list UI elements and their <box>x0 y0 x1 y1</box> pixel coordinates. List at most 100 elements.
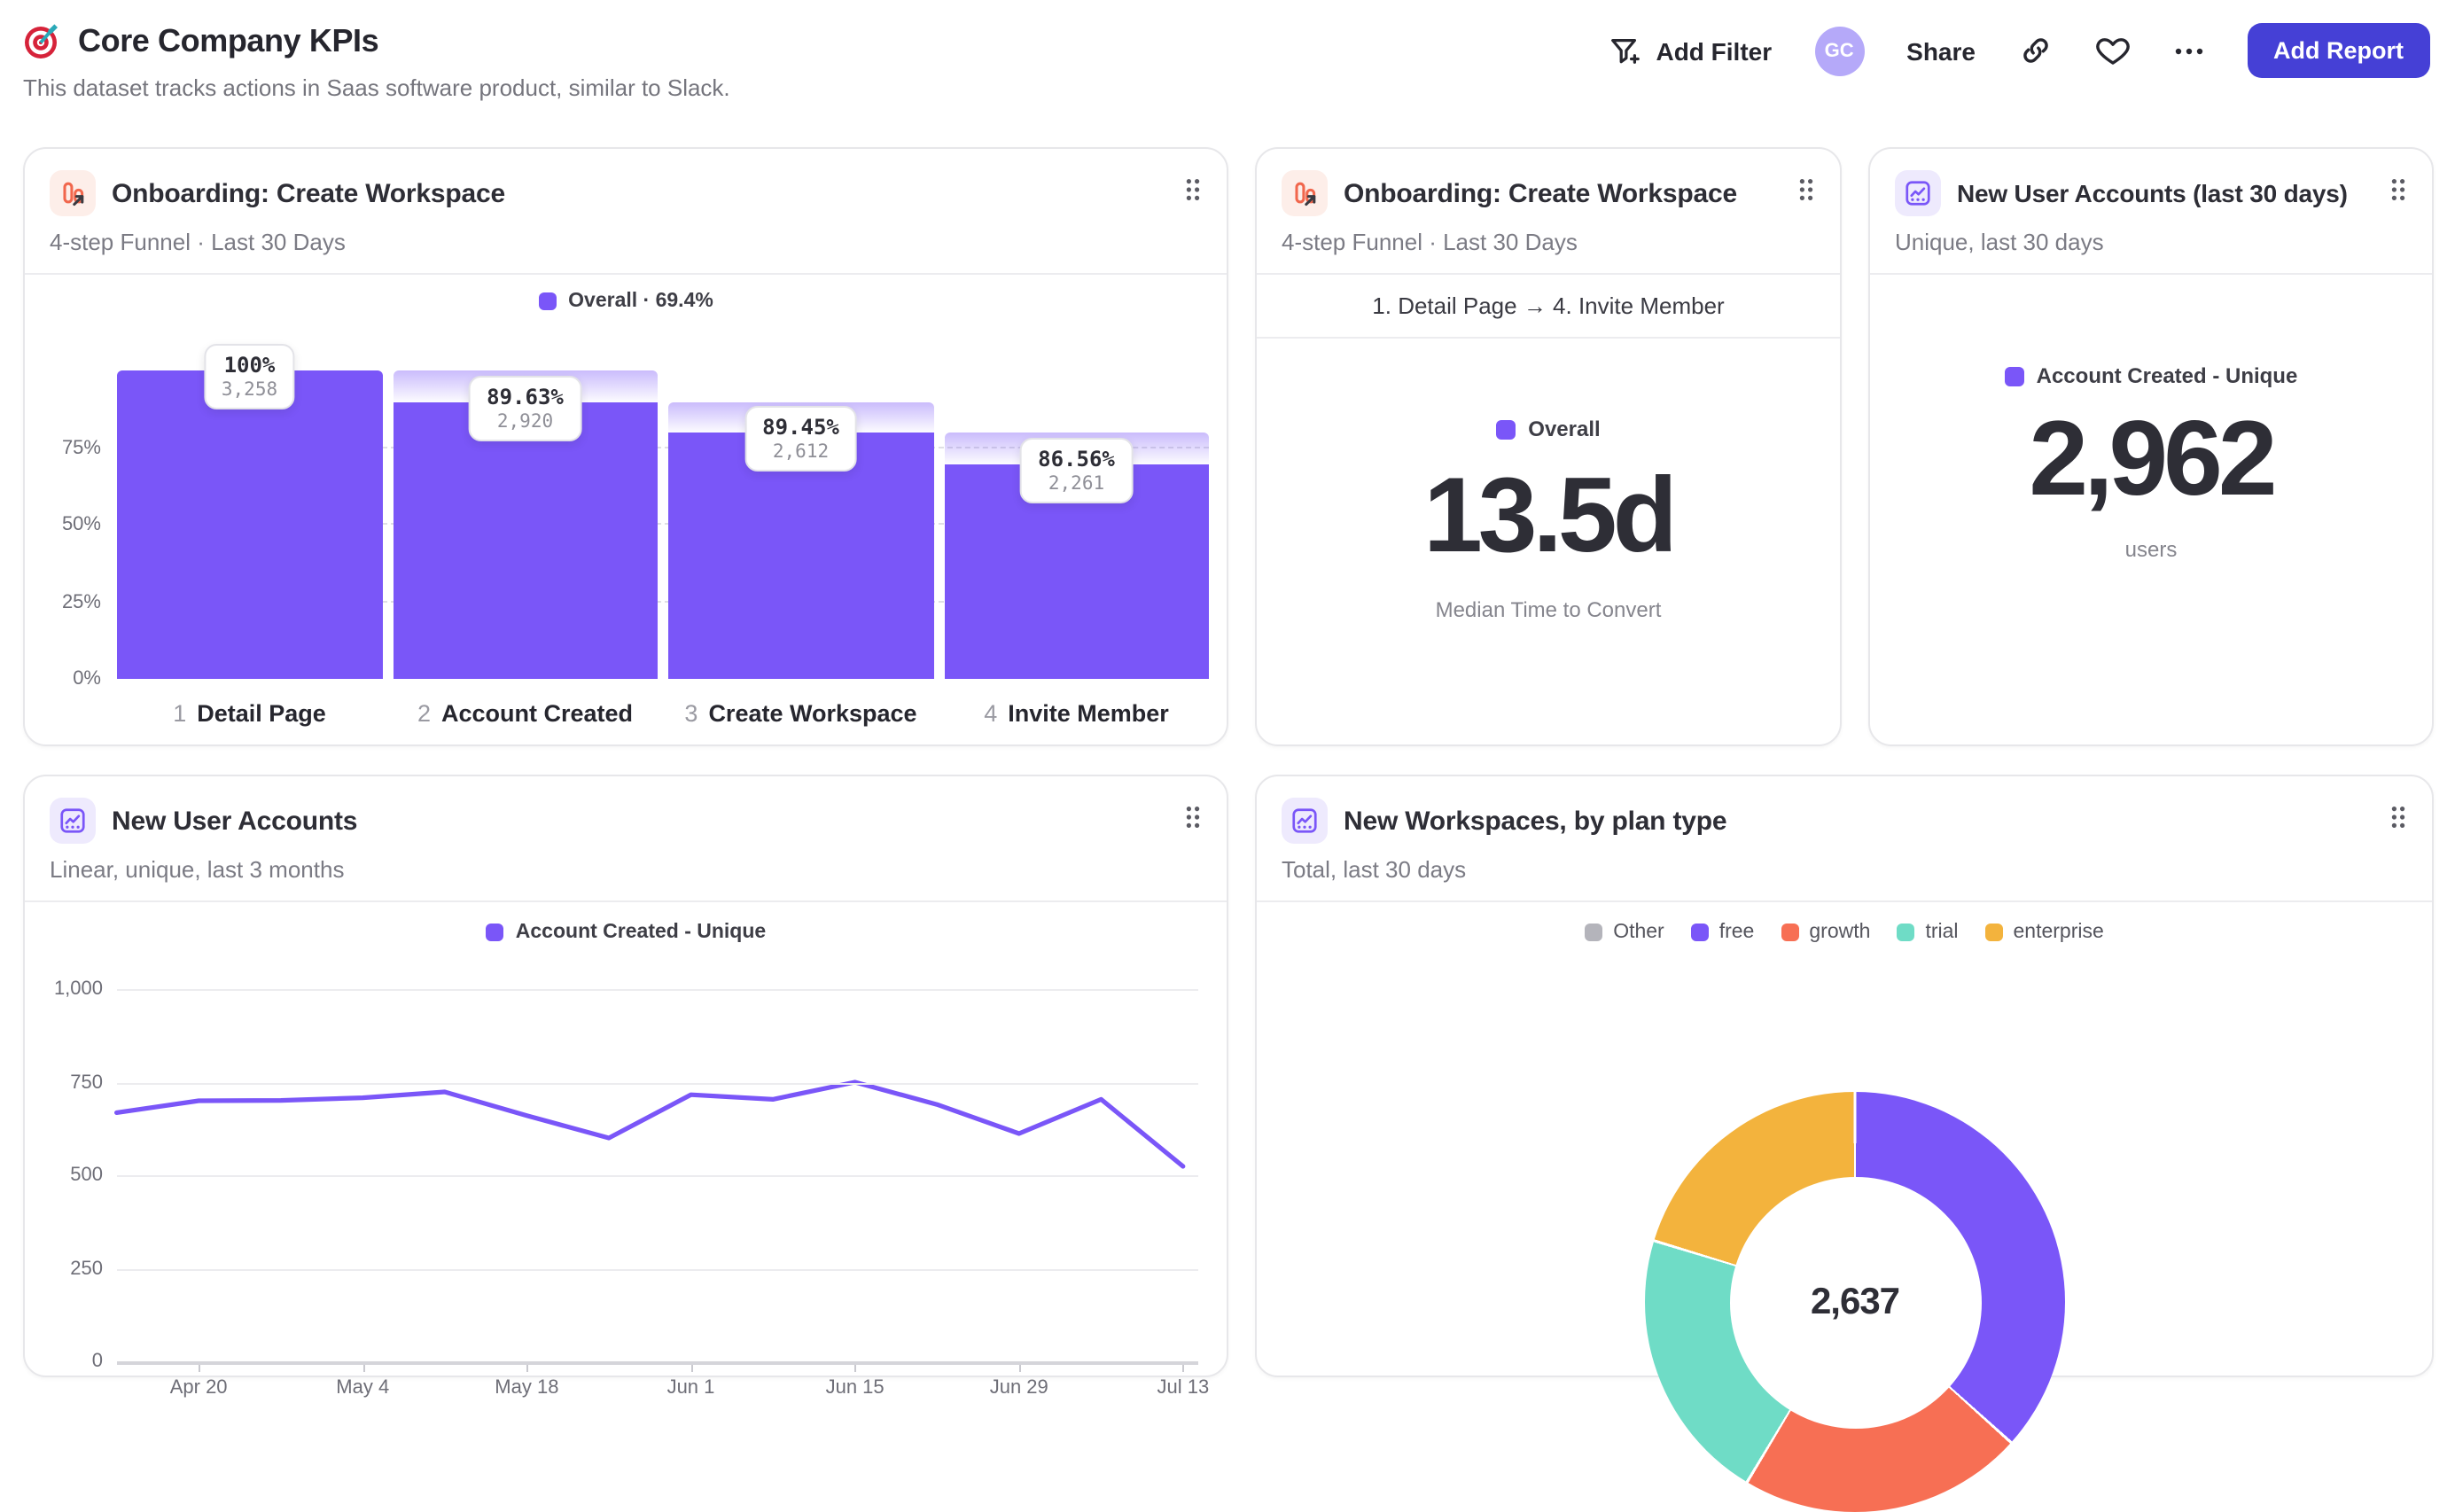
link-icon[interactable] <box>2018 34 2052 67</box>
funnel-count: 2,261 <box>1048 473 1105 495</box>
funnel-y-tick: 25% <box>61 591 101 612</box>
funnel-step-name: Create Workspace <box>708 700 917 727</box>
funnel-step-number: 2 <box>417 700 431 727</box>
donut-legend-item[interactable]: Other <box>1585 922 1664 943</box>
funnel-step-label: 4 Invite Member <box>944 700 1209 727</box>
legend-swatch <box>1781 924 1799 941</box>
card-subtitle: 4-step Funnel · Last 30 Days <box>50 229 346 255</box>
trend-y-tick: 1,000 <box>53 978 103 1000</box>
trend-gridline <box>117 1082 1198 1084</box>
funnel-range-label: 1. Detail Page → 4. Invite Member <box>1372 292 1725 319</box>
funnel-gridline <box>117 600 1209 602</box>
card-title: New Workspaces, by plan type <box>1344 806 1727 836</box>
funnel-step-number: 4 <box>984 700 998 727</box>
divider <box>25 900 1227 902</box>
trend-x-tickmark <box>526 1364 529 1371</box>
donut-ring[interactable]: 2,637 <box>1645 1092 2065 1512</box>
trend-x-tickmark <box>690 1364 693 1371</box>
add-report-button[interactable]: Add Report <box>2247 23 2430 78</box>
legend-label: growth <box>1809 922 1871 943</box>
donut-legend-item[interactable]: growth <box>1781 922 1870 943</box>
heart-icon[interactable] <box>2094 34 2130 67</box>
toolbar: Add Filter GC Share Add Report <box>1608 23 2430 78</box>
page-header: Core Company KPIs This dataset tracks ac… <box>23 21 2430 101</box>
drag-handle-icon[interactable] <box>2389 804 2407 838</box>
donut-legend-item[interactable]: enterprise <box>1984 922 2104 943</box>
share-label: Share <box>1906 36 1976 65</box>
funnel-bar[interactable]: 100% 3,258 <box>117 344 382 679</box>
card-accounts-trend: New User Accounts Linear, unique, last 3… <box>23 775 1228 1399</box>
legend-swatch <box>1585 924 1603 941</box>
donut-hole: 2,637 <box>1729 1176 1981 1428</box>
donut-legend-item[interactable]: trial <box>1897 922 1959 943</box>
funnel-step-label: 3 Create Workspace <box>668 700 933 727</box>
funnel-count: 3,258 <box>221 379 278 401</box>
funnel-bar-fill <box>668 432 933 679</box>
donut-chart: Other free growth trial enterprise 2,637 <box>1257 922 2432 1512</box>
card-subtitle: 4-step Funnel · Last 30 Days <box>1282 229 1578 255</box>
divider <box>1257 337 1840 339</box>
donut-legend: Other free growth trial enterprise <box>1257 922 2432 943</box>
ellipsis-icon[interactable] <box>2172 45 2204 56</box>
trend-y-tick: 0 <box>91 1351 103 1372</box>
legend-label: Overall <box>1528 417 1601 441</box>
card-title: New User Accounts (last 30 days) <box>1957 179 2348 207</box>
funnel-step-number: 1 <box>173 700 187 727</box>
drag-handle-icon[interactable] <box>1797 176 1815 210</box>
trend-line <box>113 1079 1186 1169</box>
funnel-step-name: Detail Page <box>197 700 326 727</box>
divider <box>25 273 1227 275</box>
donut-legend-item[interactable]: free <box>1690 922 1754 943</box>
drag-handle-icon[interactable] <box>2389 176 2407 210</box>
legend-label: enterprise <box>2013 922 2104 943</box>
avatar[interactable]: GC <box>1814 26 1865 75</box>
drag-handle-icon[interactable] <box>1184 804 1202 838</box>
legend-label: Account Created - Unique <box>2036 363 2298 388</box>
metric-value: 2,962 <box>2029 399 2277 518</box>
line-chart: Account Created - Unique 1,000 750 500 250 0… <box>25 922 1227 1409</box>
legend-swatch <box>1897 924 1915 941</box>
trend-x-axis <box>117 1361 1198 1364</box>
legend-swatch <box>538 292 557 310</box>
trend-y-tick: 250 <box>70 1258 103 1279</box>
trend-gridline <box>117 1175 1198 1177</box>
legend-swatch <box>485 924 503 941</box>
drag-handle-icon[interactable] <box>1184 176 1202 210</box>
funnel-conversion-pct: 86.56% <box>1038 447 1115 472</box>
funnel-gridline <box>117 446 1209 448</box>
funnel-step-name: Account Created <box>440 700 634 727</box>
dashboard: Core Company KPIs This dataset tracks ac… <box>23 21 2434 1512</box>
funnel-plot: 75% 50% 25% 0% 100% 3,258 89.63% 2,920 89.45% 2,6… <box>62 344 1209 690</box>
legend-label: trial <box>1925 922 1959 943</box>
funnel-legend: Overall · 69.4% <box>25 291 1227 312</box>
add-filter-label: Add Filter <box>1656 36 1773 65</box>
metric-caption: Median Time to Convert <box>1435 597 1662 622</box>
legend-label: Account Created - Unique <box>515 922 767 943</box>
funnel-gridline <box>117 523 1209 525</box>
card-subtitle: Total, last 30 days <box>1282 856 1467 883</box>
divider <box>1870 273 2432 275</box>
funnel-step-name: Invite Member <box>1008 700 1169 727</box>
funnel-count: 2,920 <box>496 411 554 433</box>
funnel-value-tooltip: 89.45% 2,612 <box>744 405 857 471</box>
share-button[interactable]: Share <box>1906 36 1976 65</box>
trend-y-tick: 500 <box>70 1165 103 1186</box>
metric-value: 13.5d <box>1423 456 1678 574</box>
filter-plus-icon <box>1608 34 1641 67</box>
metric-legend: Overall <box>1496 417 1601 441</box>
funnel-value-tooltip: 100% 3,258 <box>203 344 296 409</box>
funnel-conversion-pct: 100% <box>223 353 276 378</box>
funnel-bar-fill <box>393 402 658 679</box>
legend-swatch <box>1496 419 1516 439</box>
funnel-y-tick: 50% <box>61 514 101 535</box>
funnel-bar[interactable]: 89.45% 2,612 <box>668 370 933 679</box>
trend-y-tick: 750 <box>70 1072 103 1093</box>
legend-label: Other <box>1613 922 1664 943</box>
funnel-bar[interactable]: 89.63% 2,920 <box>393 370 658 679</box>
funnel-conversion-pct: 89.63% <box>487 385 564 410</box>
legend-label: Overall · 69.4% <box>568 291 713 312</box>
card-subtitle: Unique, last 30 days <box>1895 229 2104 255</box>
add-filter-button[interactable]: Add Filter <box>1608 34 1772 67</box>
funnel-bar[interactable]: 86.56% 2,261 <box>944 370 1209 679</box>
funnel-value-tooltip: 89.63% 2,920 <box>469 376 581 442</box>
